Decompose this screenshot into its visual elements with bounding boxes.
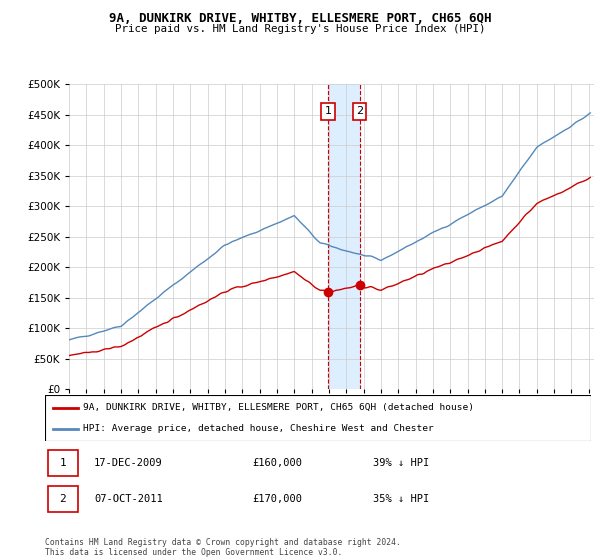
Text: 35% ↓ HPI: 35% ↓ HPI [373, 494, 429, 504]
Text: 1: 1 [59, 458, 66, 468]
Text: 07-OCT-2011: 07-OCT-2011 [94, 494, 163, 504]
Text: 2: 2 [356, 106, 363, 116]
Bar [328, 84, 359, 389]
Text: 39% ↓ HPI: 39% ↓ HPI [373, 458, 429, 468]
Text: 9A, DUNKIRK DRIVE, WHITBY, ELLESMERE PORT, CH65 6QH: 9A, DUNKIRK DRIVE, WHITBY, ELLESMERE POR… [109, 12, 491, 25]
FancyBboxPatch shape [45, 395, 591, 441]
Text: 1: 1 [325, 106, 332, 116]
FancyBboxPatch shape [48, 486, 78, 512]
Text: 9A, DUNKIRK DRIVE, WHITBY, ELLESMERE PORT, CH65 6QH (detached house): 9A, DUNKIRK DRIVE, WHITBY, ELLESMERE POR… [83, 403, 474, 412]
FancyBboxPatch shape [48, 450, 78, 476]
Text: 17-DEC-2009: 17-DEC-2009 [94, 458, 163, 468]
Text: HPI: Average price, detached house, Cheshire West and Chester: HPI: Average price, detached house, Ches… [83, 424, 434, 433]
Text: 2: 2 [59, 494, 66, 504]
Text: Contains HM Land Registry data © Crown copyright and database right 2024.
This d: Contains HM Land Registry data © Crown c… [45, 538, 401, 557]
Text: Price paid vs. HM Land Registry's House Price Index (HPI): Price paid vs. HM Land Registry's House … [115, 24, 485, 34]
Text: £160,000: £160,000 [253, 458, 302, 468]
Text: £170,000: £170,000 [253, 494, 302, 504]
